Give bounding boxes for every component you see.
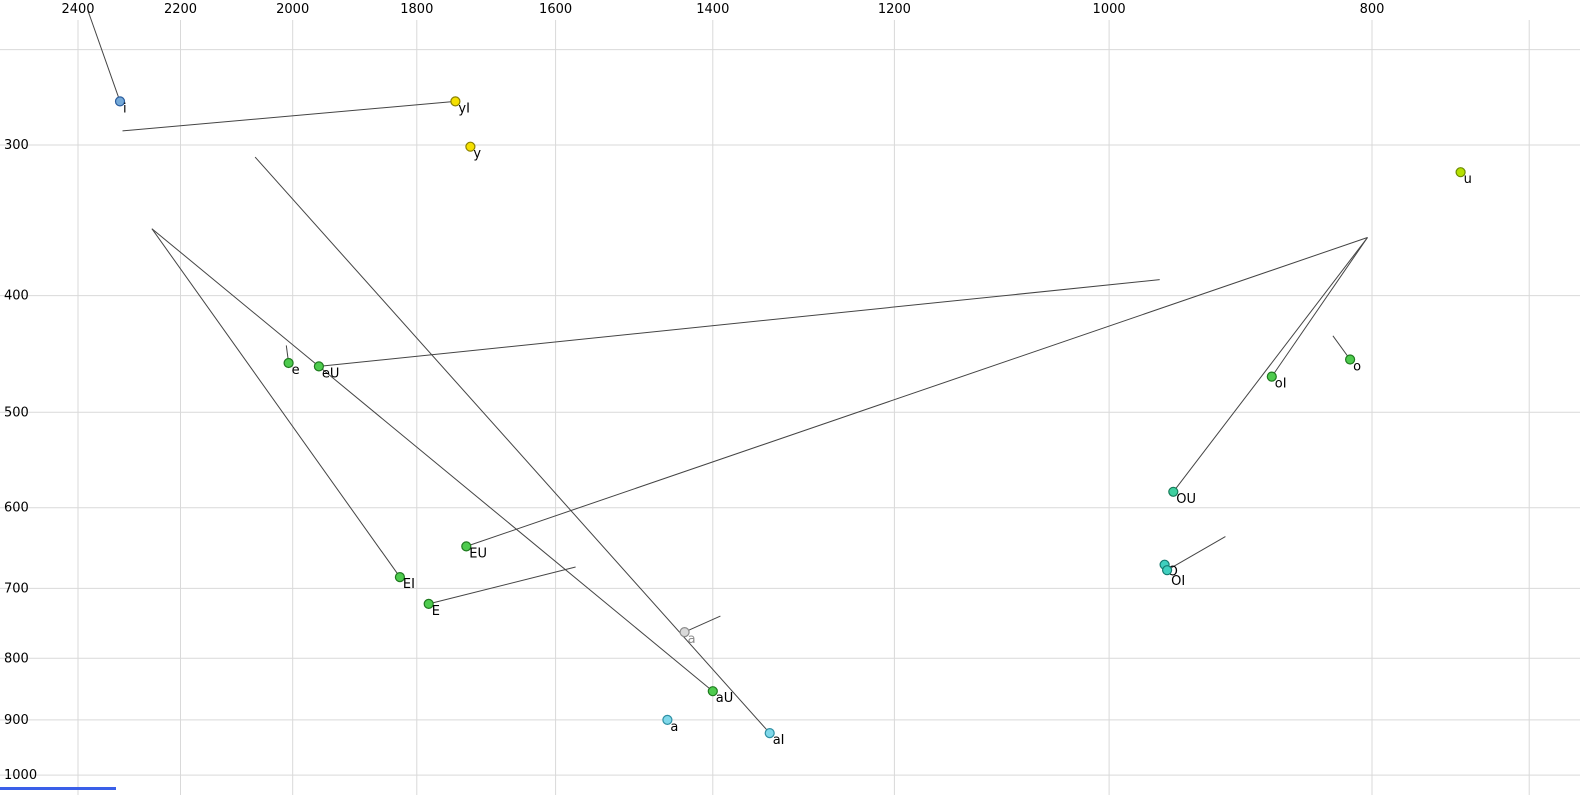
trajectory-aU xyxy=(151,228,714,692)
x-tick-label-1000: 1000 xyxy=(1093,2,1126,17)
vowel-label-yI: yI xyxy=(458,101,470,116)
vowel-point-y xyxy=(465,141,476,152)
vowel-point-EU xyxy=(461,541,472,552)
vowel-label-e: e xyxy=(292,363,300,378)
vowel-point-eU xyxy=(313,361,324,372)
vowel-point-i xyxy=(114,96,126,107)
vowel-label-aI: aI xyxy=(773,733,785,748)
y-tick-label-700: 700 xyxy=(4,581,29,596)
y-tick-label-900: 900 xyxy=(4,713,29,728)
vowel-point-OU xyxy=(1168,486,1179,497)
vowel-label-OI: OI xyxy=(1171,574,1185,589)
vowel-label-a-gray: a xyxy=(688,632,696,647)
vowel-point-yI xyxy=(450,96,461,107)
x-tick-label-800: 800 xyxy=(1360,2,1385,17)
x-tick-label-1400: 1400 xyxy=(696,2,729,17)
bottom-left-blue-bar xyxy=(0,787,116,790)
vowel-label-O: O xyxy=(1168,565,1178,580)
y-tick-label-600: 600 xyxy=(4,501,29,516)
vowel-label-oI: oI xyxy=(1275,377,1287,392)
trajectory-OI xyxy=(1166,536,1226,571)
vowel-point-aI xyxy=(764,727,775,739)
y-tick-label-1000: 1000 xyxy=(4,768,37,783)
y-tick-label-800: 800 xyxy=(4,651,29,666)
vowel-label-eU: eU xyxy=(322,366,340,381)
trajectory-yI xyxy=(122,100,456,132)
y-tick-label-300: 300 xyxy=(4,138,29,153)
trajectory-eU xyxy=(318,279,1160,367)
x-tick-label-1200: 1200 xyxy=(878,2,911,17)
trajectory-E xyxy=(428,566,576,605)
vowel-label-OU: OU xyxy=(1176,492,1196,507)
x-tick-label-1800: 1800 xyxy=(400,2,433,17)
vowel-label-EU: EU xyxy=(469,546,487,561)
vowel-label-y: y xyxy=(473,147,481,162)
vowel-point-E xyxy=(423,598,434,610)
vowel-point-aU xyxy=(707,686,718,697)
vowel-point-u xyxy=(1455,167,1466,178)
vowel-point-a-gray xyxy=(679,626,690,638)
vowel-point-e xyxy=(283,357,294,369)
y-tick-label-500: 500 xyxy=(4,405,29,420)
vowel-label-i: i xyxy=(123,101,127,116)
vowel-label-a: a xyxy=(670,720,678,735)
vowel-point-a xyxy=(662,714,673,726)
vowel-point-o xyxy=(1344,354,1356,365)
x-tick-label-2000: 2000 xyxy=(276,2,309,17)
vowel-point-EI xyxy=(394,571,405,583)
x-tick-label-2400: 2400 xyxy=(61,2,94,17)
x-tick-label-1600: 1600 xyxy=(539,2,572,17)
x-tick-label-2200: 2200 xyxy=(164,2,197,17)
vowel-label-o: o xyxy=(1353,360,1361,375)
vowel-point-OI xyxy=(1161,565,1173,576)
vowel-label-E: E xyxy=(432,604,440,619)
trajectory-EI xyxy=(151,228,401,578)
vowel-label-EI: EI xyxy=(403,577,415,592)
vowel-label-u: u xyxy=(1464,172,1472,187)
trajectory-oI xyxy=(1271,237,1368,377)
vowel-label-aU: aU xyxy=(716,691,733,706)
vowel-point-oI xyxy=(1266,371,1277,382)
trajectory-EU xyxy=(466,237,1368,547)
trajectory-OU xyxy=(1172,237,1368,493)
trajectory-a-gray xyxy=(684,615,721,633)
y-tick-label-400: 400 xyxy=(4,289,29,304)
trajectory-i xyxy=(87,10,121,102)
